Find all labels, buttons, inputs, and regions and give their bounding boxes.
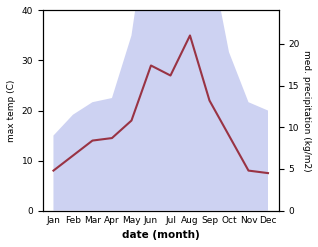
Y-axis label: med. precipitation (kg/m2): med. precipitation (kg/m2) xyxy=(302,50,311,171)
Y-axis label: max temp (C): max temp (C) xyxy=(7,79,16,142)
X-axis label: date (month): date (month) xyxy=(122,230,200,240)
